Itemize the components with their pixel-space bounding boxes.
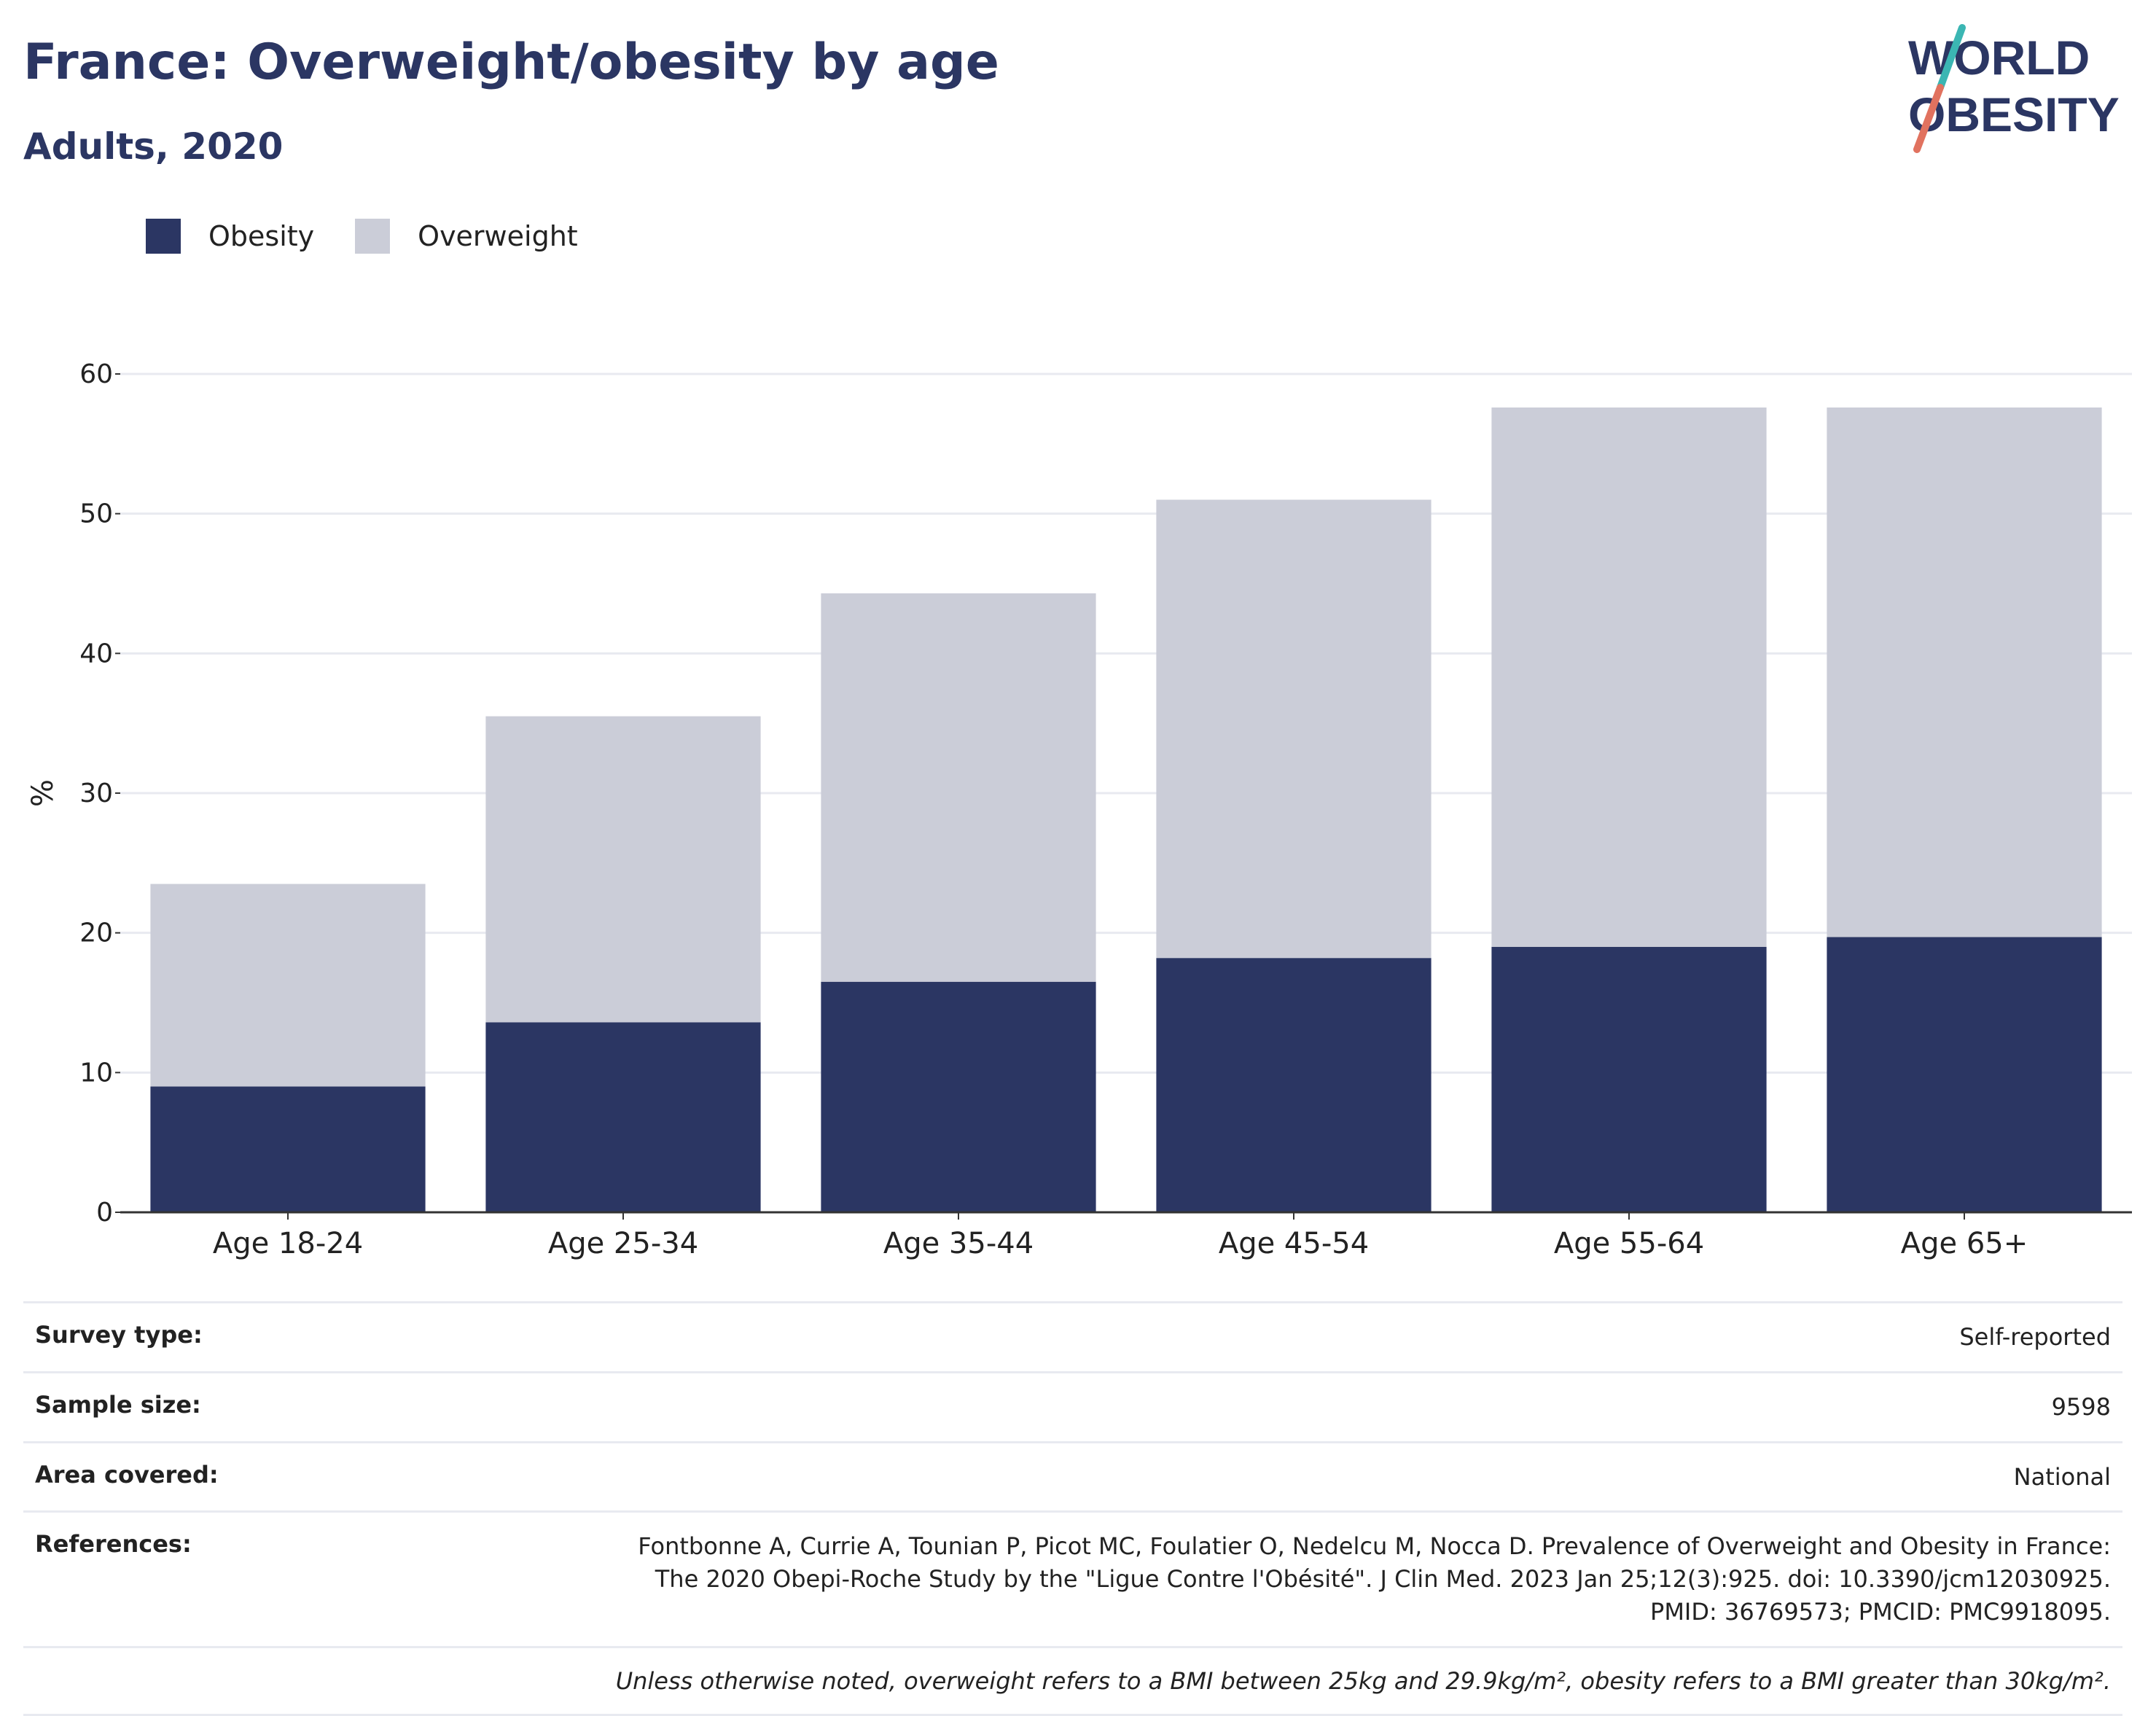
info-row-references: References: Fontbonne A, Currie A, Touni… bbox=[23, 1510, 2122, 1645]
bar-obesity-1 bbox=[485, 1022, 761, 1212]
bar-overweight-5 bbox=[1827, 407, 2102, 937]
chart-legend: Obesity Overweight bbox=[146, 219, 619, 254]
world-obesity-logo: WORLD OBESITY bbox=[1908, 24, 2120, 153]
info-key: Survey type: bbox=[35, 1321, 203, 1349]
legend-label-obesity: Obesity bbox=[208, 220, 315, 252]
legend-label-overweight: Overweight bbox=[418, 220, 578, 252]
y-axis-label: % bbox=[26, 779, 60, 807]
x-category-label: Age 65+ bbox=[1901, 1227, 2028, 1260]
survey-info-table: Survey type: Self-reported Sample size: … bbox=[23, 1301, 2122, 1716]
bar-obesity-5 bbox=[1827, 937, 2102, 1212]
info-value: Self-reported bbox=[1959, 1323, 2111, 1351]
info-key: Area covered: bbox=[35, 1460, 219, 1489]
chart-subtitle: Adults, 2020 bbox=[23, 125, 284, 168]
chart-title: France: Overweight/obesity by age bbox=[23, 34, 999, 91]
bar-obesity-2 bbox=[821, 981, 1096, 1212]
legend-swatch-overweight bbox=[355, 219, 391, 254]
info-value: Fontbonne A, Currie A, Tounian P, Picot … bbox=[638, 1532, 2111, 1626]
info-key: References: bbox=[35, 1530, 192, 1559]
x-category-label: Age 55-64 bbox=[1554, 1227, 1704, 1260]
bar-overweight-2 bbox=[821, 593, 1096, 982]
x-category-label: Age 45-54 bbox=[1219, 1227, 1369, 1260]
info-value: National bbox=[2013, 1462, 2111, 1491]
y-tick-label: 40 bbox=[79, 639, 113, 668]
info-row-sample-size: Sample size: 9598 bbox=[23, 1370, 2122, 1441]
bar-obesity-4 bbox=[1491, 946, 1767, 1212]
bar-obesity-3 bbox=[1156, 958, 1432, 1212]
x-category-label: Age 25-34 bbox=[548, 1227, 698, 1260]
legend-swatch-obesity bbox=[146, 219, 181, 254]
info-value: 9598 bbox=[2051, 1392, 2111, 1421]
bar-overweight-3 bbox=[1156, 499, 1432, 959]
svg-text:OBESITY: OBESITY bbox=[1908, 87, 2120, 141]
x-category-label: Age 18-24 bbox=[213, 1227, 363, 1260]
bar-overweight-1 bbox=[485, 716, 761, 1023]
y-tick-label: 30 bbox=[79, 779, 113, 808]
bar-overweight-0 bbox=[150, 884, 426, 1087]
y-tick-label: 50 bbox=[79, 499, 113, 529]
info-row-area-covered: Area covered: National bbox=[23, 1440, 2122, 1511]
y-tick-label: 10 bbox=[79, 1058, 113, 1088]
info-row-survey-type: Survey type: Self-reported bbox=[23, 1301, 2122, 1371]
legend-item-overweight: Overweight bbox=[355, 219, 578, 254]
y-tick-label: 60 bbox=[79, 359, 113, 389]
bar-obesity-0 bbox=[150, 1086, 426, 1212]
legend-item-obesity: Obesity bbox=[146, 219, 314, 254]
bar-overweight-4 bbox=[1491, 407, 1767, 947]
svg-text:WORLD: WORLD bbox=[1908, 31, 2090, 85]
y-tick-label: 0 bbox=[96, 1198, 113, 1228]
info-key: Sample size: bbox=[35, 1390, 201, 1419]
y-tick-label: 20 bbox=[79, 919, 113, 948]
x-category-label: Age 35-44 bbox=[883, 1227, 1034, 1260]
bmi-footnote: Unless otherwise noted, overweight refer… bbox=[23, 1645, 2122, 1716]
stacked-bar-chart: 0 10 20 30 40 50 60% Age 18-24 Age 25-34 Age 35-4… bbox=[26, 359, 2132, 1260]
